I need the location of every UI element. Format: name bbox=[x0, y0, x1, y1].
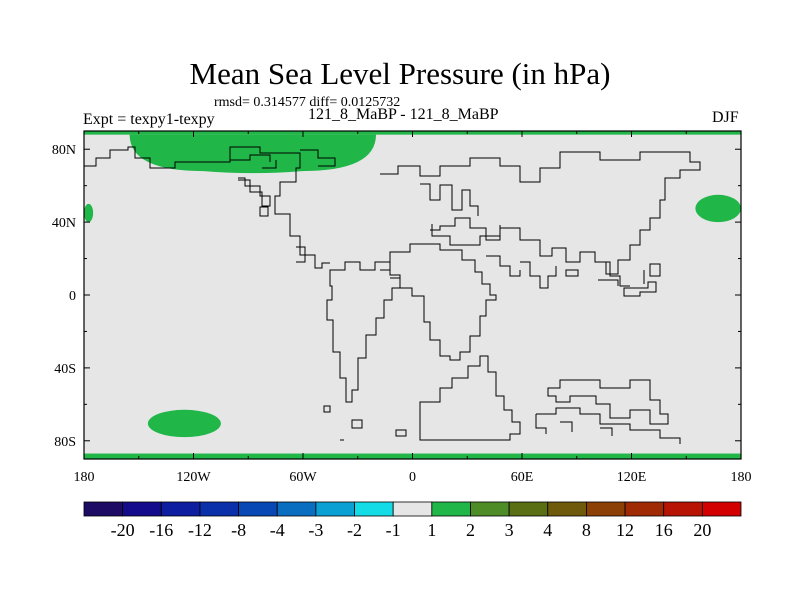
coastline-eurasia bbox=[380, 151, 701, 275]
x-tick-label: 180 bbox=[731, 470, 752, 485]
x-tick-label: 60E bbox=[511, 470, 534, 485]
colorbar-swatch bbox=[199, 501, 239, 517]
colorbar-label: -8 bbox=[231, 520, 246, 540]
coastlines bbox=[84, 146, 701, 444]
y-tick-label: 0 bbox=[69, 289, 76, 304]
coastline-scandinavia bbox=[420, 183, 479, 216]
colorbar-label: 16 bbox=[655, 520, 673, 540]
colorbar-swatch bbox=[276, 501, 317, 517]
anomaly-region bbox=[147, 409, 221, 438]
colorbar-swatch bbox=[392, 501, 433, 517]
colorbar-swatch bbox=[431, 501, 471, 517]
coastline-mediterranean bbox=[431, 224, 501, 246]
x-tick-label: 120E bbox=[617, 470, 647, 485]
experiment-label: Expt = texpy1-texpy bbox=[83, 111, 215, 128]
x-tick-label: 0 bbox=[409, 470, 416, 485]
colorbar-swatch bbox=[547, 501, 587, 517]
colorbar-swatch bbox=[470, 501, 510, 517]
colorbar-label: 3 bbox=[505, 520, 514, 540]
x-tick-label: 60W bbox=[289, 470, 317, 485]
coastline-small-islands bbox=[323, 405, 407, 441]
colorbar-label: -1 bbox=[386, 520, 401, 540]
coastline-antarctic-peninsula bbox=[535, 407, 681, 444]
colorbar-swatch bbox=[238, 501, 278, 517]
plot-area bbox=[83, 130, 742, 460]
case-label: 121_8_MaBP - 121_8_MaBP bbox=[308, 106, 499, 123]
y-tick-label: 40S bbox=[54, 362, 76, 377]
y-tick-label: 40N bbox=[52, 216, 76, 231]
anomaly-region bbox=[695, 194, 741, 223]
colorbar-label: 2 bbox=[466, 520, 475, 540]
colorbar-label: -2 bbox=[347, 520, 362, 540]
colorbar-label: 20 bbox=[693, 520, 711, 540]
colorbar: -20 -16 -12 -8 -4 -3 -2 -1 1 2 3 4 8 12 16 20 bbox=[83, 501, 742, 540]
coastline-southern-islands bbox=[547, 379, 669, 425]
coastline-indonesia bbox=[598, 263, 661, 297]
colorbar-label: -16 bbox=[149, 520, 173, 540]
x-tick-label: 180 bbox=[74, 470, 95, 485]
colorbar-label: -4 bbox=[270, 520, 285, 540]
y-axis: 80N 40N 0 40S 80S bbox=[52, 143, 741, 450]
colorbar-label: -3 bbox=[308, 520, 323, 540]
coastline-africa bbox=[380, 243, 497, 361]
colorbar-label: 4 bbox=[543, 520, 552, 540]
coastline-india bbox=[520, 261, 557, 289]
y-tick-label: 80S bbox=[54, 435, 76, 450]
coastline-hudson-bay bbox=[238, 177, 271, 207]
colorbar-swatch bbox=[315, 501, 355, 517]
colorbar-swatch bbox=[122, 501, 162, 517]
coastline-arabia bbox=[486, 255, 521, 277]
colorbar-swatch bbox=[663, 501, 703, 517]
colorbar-swatch bbox=[508, 501, 549, 517]
stats-label: rmsd= 0.314577 diff= 0.0125732 bbox=[214, 95, 401, 110]
anomaly-region bbox=[129, 134, 376, 174]
coastline-canadian-islands bbox=[230, 149, 336, 169]
chart-title: Mean Sea Level Pressure (in hPa) bbox=[189, 56, 611, 91]
colorbar-swatch bbox=[624, 501, 665, 517]
coastline-north-america bbox=[84, 146, 330, 269]
colorbar-label: 8 bbox=[582, 520, 591, 540]
colorbar-swatch bbox=[586, 501, 626, 517]
colorbar-swatch bbox=[354, 501, 394, 517]
coastline-se-asia bbox=[565, 261, 630, 287]
colorbar-label: 1 bbox=[427, 520, 436, 540]
coastline-central-america bbox=[259, 206, 306, 263]
x-tick-label: 120W bbox=[176, 470, 211, 485]
coastline-australia bbox=[419, 355, 521, 441]
colorbar-swatch bbox=[160, 501, 201, 517]
y-tick-label: 80N bbox=[52, 143, 76, 158]
colorbar-swatch bbox=[83, 501, 124, 517]
x-axis: 180 120W 60W 0 60E 120E 180 bbox=[74, 131, 752, 485]
colorbar-label: -20 bbox=[111, 520, 135, 540]
coastline-south-america bbox=[326, 261, 401, 403]
colorbar-swatch bbox=[701, 501, 742, 517]
colorbar-label: 12 bbox=[616, 520, 634, 540]
colorbar-label: -12 bbox=[188, 520, 212, 540]
anomaly-region bbox=[84, 203, 94, 223]
season-label: DJF bbox=[712, 109, 739, 126]
